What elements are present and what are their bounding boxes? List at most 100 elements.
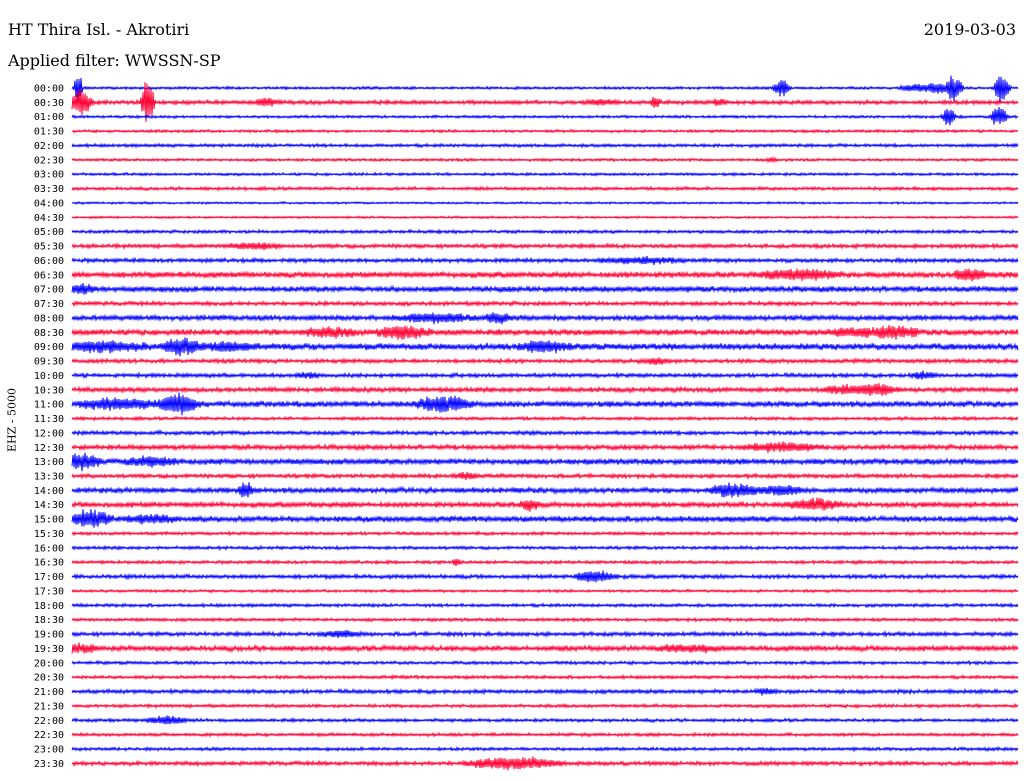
tick-label-1630: 16:30 — [34, 558, 64, 569]
trace-2030 — [71, 673, 1019, 681]
tick-label-0900: 09:00 — [34, 342, 64, 353]
tick-label-0230: 02:30 — [34, 155, 64, 166]
tick-label-1530: 15:30 — [34, 529, 64, 540]
trace-0000 — [71, 75, 1019, 103]
traces-layer — [71, 75, 1019, 771]
trace-1930 — [71, 642, 1019, 654]
tick-label-1200: 12:00 — [34, 428, 64, 439]
tick-label-2200: 22:00 — [34, 716, 64, 727]
tick-label-0600: 06:00 — [34, 256, 64, 267]
trace-2130 — [71, 702, 1019, 710]
trace-0500 — [71, 228, 1019, 235]
trace-2100 — [71, 687, 1019, 696]
trace-0800 — [71, 312, 1019, 325]
tick-label-1230: 12:30 — [34, 443, 64, 454]
tick-label-0200: 02:00 — [34, 141, 64, 152]
tick-label-1730: 17:30 — [34, 586, 64, 597]
tick-label-1900: 19:00 — [34, 630, 64, 641]
trace-2200 — [71, 715, 1019, 725]
tick-label-1800: 18:00 — [34, 601, 64, 612]
trace-1900 — [71, 629, 1019, 639]
trace-0600 — [71, 256, 1019, 266]
trace-1100 — [71, 392, 1019, 416]
trace-0330 — [71, 185, 1019, 192]
tick-label-0100: 01:00 — [34, 112, 64, 123]
tick-label-0800: 08:00 — [34, 313, 64, 324]
trace-1200 — [71, 428, 1019, 437]
tick-label-2030: 20:30 — [34, 673, 64, 684]
tick-label-0700: 07:00 — [34, 285, 64, 296]
trace-0230 — [71, 155, 1019, 164]
tick-label-0730: 07:30 — [34, 299, 64, 310]
trace-2300 — [71, 745, 1019, 753]
trace-1500 — [71, 509, 1019, 528]
trace-0400 — [71, 200, 1019, 206]
tick-label-1430: 14:30 — [34, 500, 64, 511]
trace-1300 — [71, 452, 1019, 472]
tick-label-1600: 16:00 — [34, 543, 64, 554]
trace-1600 — [71, 544, 1019, 552]
station-title: HT Thira Isl. - Akrotiri — [8, 20, 190, 39]
trace-1130 — [71, 415, 1019, 422]
trace-1530 — [71, 530, 1019, 537]
trace-0200 — [71, 142, 1019, 149]
tick-label-0000: 00:00 — [34, 84, 64, 95]
tick-label-1100: 11:00 — [34, 400, 64, 411]
trace-1330 — [71, 471, 1019, 481]
trace-0930 — [71, 356, 1019, 366]
trace-0630 — [71, 268, 1019, 282]
trace-0100 — [71, 106, 1019, 126]
tick-label-2300: 23:00 — [34, 745, 64, 756]
filter-label: Applied filter: WWSSN-SP — [8, 51, 221, 70]
tick-label-0030: 00:30 — [34, 98, 64, 109]
trace-1030 — [71, 383, 1019, 396]
tick-label-2230: 22:30 — [34, 730, 64, 741]
trace-1700 — [71, 570, 1019, 583]
trace-1430 — [71, 497, 1019, 512]
trace-1230 — [71, 441, 1019, 453]
tick-label-0530: 05:30 — [34, 242, 64, 253]
tick-label-2330: 23:30 — [34, 759, 64, 770]
tick-label-0500: 05:00 — [34, 227, 64, 238]
trace-0900 — [71, 337, 1019, 357]
tick-label-0300: 03:00 — [34, 170, 64, 181]
trace-0730 — [71, 299, 1019, 308]
trace-0030 — [71, 82, 1019, 122]
tick-label-1400: 14:00 — [34, 486, 64, 497]
trace-0300 — [71, 171, 1019, 178]
trace-0430 — [71, 215, 1019, 220]
trace-2230 — [71, 731, 1019, 738]
tick-label-1030: 10:30 — [34, 385, 64, 396]
trace-0830 — [71, 324, 1019, 340]
tick-label-1130: 11:30 — [34, 414, 64, 425]
trace-1830 — [71, 616, 1019, 624]
tick-label-0130: 01:30 — [34, 127, 64, 138]
tick-label-0330: 03:30 — [34, 184, 64, 195]
trace-1800 — [71, 602, 1019, 609]
tick-label-1330: 13:30 — [34, 471, 64, 482]
tick-label-0400: 04:00 — [34, 198, 64, 209]
tick-label-2000: 20:00 — [34, 658, 64, 669]
tick-label-1000: 10:00 — [34, 371, 64, 382]
trace-2000 — [71, 659, 1019, 666]
trace-1630 — [71, 558, 1019, 567]
tick-label-1700: 17:00 — [34, 572, 64, 583]
tick-label-2100: 21:00 — [34, 687, 64, 698]
tick-label-0630: 06:30 — [34, 270, 64, 281]
trace-2330 — [71, 756, 1019, 771]
trace-1730 — [71, 588, 1019, 594]
date-label: 2019-03-03 — [923, 20, 1016, 39]
tick-label-0430: 04:30 — [34, 213, 64, 224]
tick-label-1930: 19:30 — [34, 644, 64, 655]
trace-0700 — [71, 283, 1019, 295]
tick-label-1830: 18:30 — [34, 615, 64, 626]
tick-label-1300: 13:00 — [34, 457, 64, 468]
tick-label-0930: 09:30 — [34, 357, 64, 368]
tick-label-0830: 08:30 — [34, 328, 64, 339]
trace-1000 — [71, 370, 1019, 380]
trace-0530 — [71, 242, 1019, 251]
trace-0130 — [71, 128, 1019, 134]
trace-1400 — [71, 482, 1019, 498]
tick-label-1500: 15:00 — [34, 515, 64, 526]
